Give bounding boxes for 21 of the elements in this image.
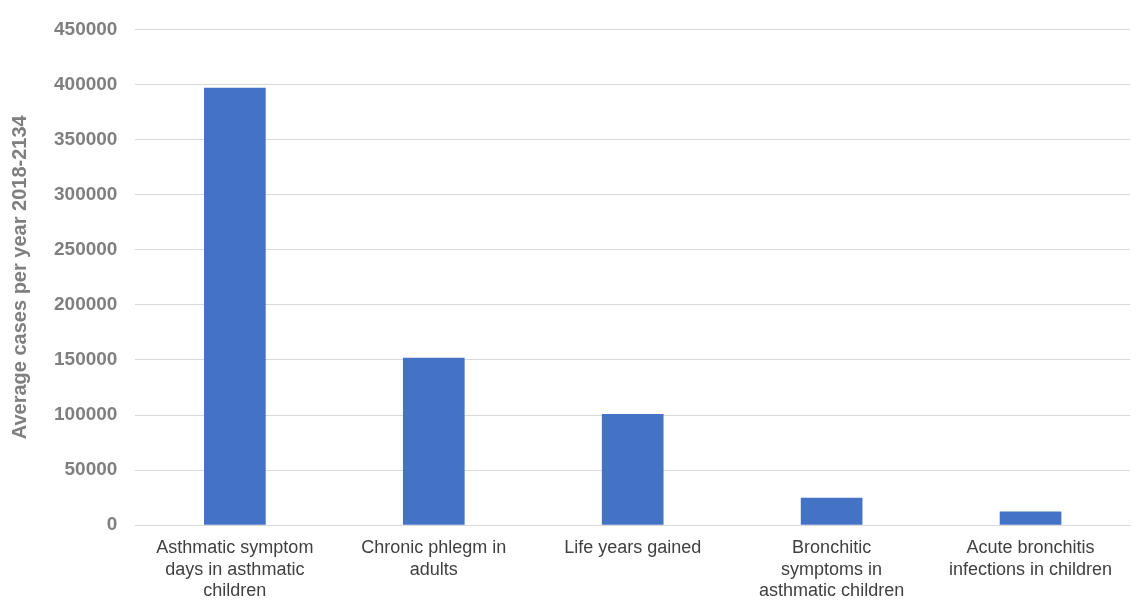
x-tick-label: Life years gained (564, 536, 702, 557)
y-tick-label: 300000 (54, 182, 118, 204)
y-axis-title: Average cases per year 2018-2134 (7, 114, 30, 440)
y-tick-label: 400000 (54, 72, 118, 94)
x-tick-label: Bronchitic symptoms in asthmatic children (759, 536, 905, 601)
y-tick-label: 150000 (54, 348, 118, 370)
y-tick-label: 100000 (54, 403, 118, 425)
x-tick-label: Asthmatic symptom days in asthmatic children (156, 536, 314, 601)
y-tick-label: 0 (106, 513, 118, 535)
y-tick-label: 50000 (64, 458, 118, 480)
y-tick-label: 450000 (54, 17, 118, 39)
y-tick-label: 200000 (54, 293, 118, 315)
x-tick-label: Acute bronchitis infections in children (948, 536, 1113, 579)
bar (999, 511, 1062, 525)
y-tick-label: 350000 (54, 127, 118, 149)
bar (402, 357, 465, 525)
x-tick-label: Chronic phlegm in adults (361, 536, 507, 579)
bar (601, 413, 664, 525)
bar (204, 87, 266, 525)
bar (800, 497, 863, 525)
y-tick-label: 250000 (54, 237, 118, 259)
